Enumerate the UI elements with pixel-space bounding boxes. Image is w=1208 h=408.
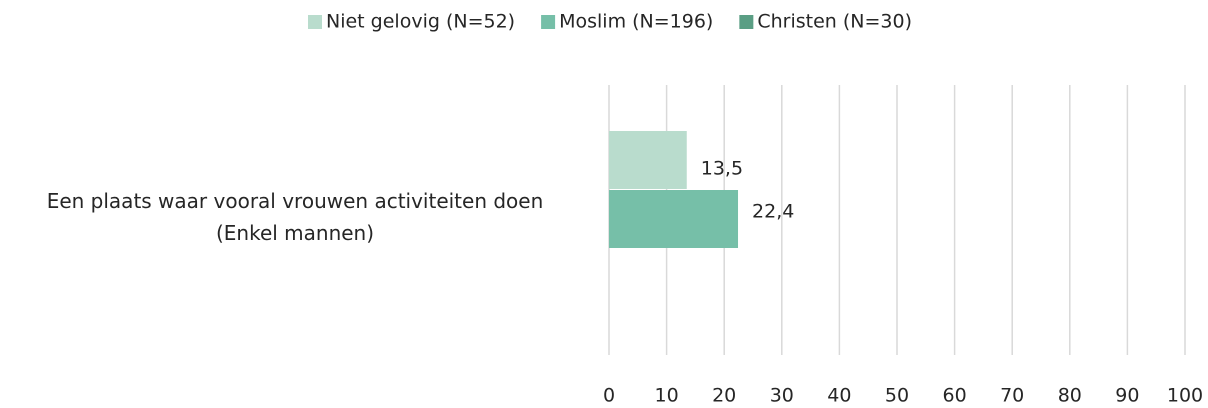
bar — [609, 131, 687, 189]
x-tick-label: 20 — [712, 385, 736, 407]
x-tick-label: 60 — [943, 385, 967, 407]
bar — [609, 190, 739, 248]
x-tick-label: 80 — [1058, 385, 1082, 407]
x-tick-label: 40 — [827, 385, 851, 407]
x-tick-label: 90 — [1115, 385, 1139, 407]
x-tick-label: 0 — [603, 385, 615, 407]
legend-label: Christen (N=30) — [757, 11, 912, 33]
x-tick-label: 50 — [885, 385, 909, 407]
x-tick-label: 70 — [1000, 385, 1024, 407]
value-label: 22,4 — [752, 201, 794, 223]
legend-label: Moslim (N=196) — [559, 11, 713, 33]
x-tick-label: 10 — [655, 385, 679, 407]
legend-label: Niet gelovig (N=52) — [326, 11, 515, 33]
category-label: Een plaats waar vooral vrouwen activitei… — [46, 189, 544, 245]
legend-swatch — [541, 15, 556, 29]
x-tick-label: 30 — [770, 385, 794, 407]
x-tick-label: 100 — [1167, 385, 1203, 407]
legend-swatch — [739, 15, 754, 29]
value-label: 13,5 — [701, 158, 743, 180]
legend-swatch — [308, 15, 322, 29]
